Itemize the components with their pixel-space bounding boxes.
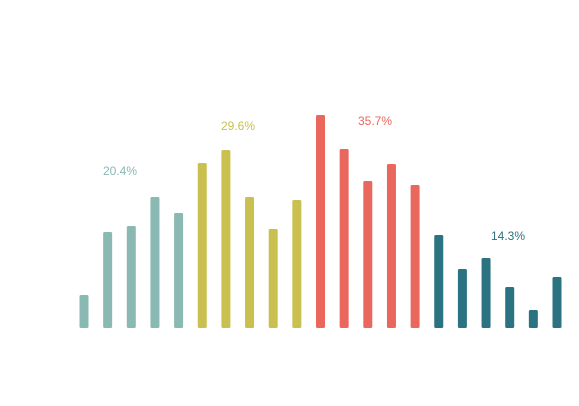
bar bbox=[268, 229, 278, 328]
bar bbox=[103, 232, 113, 328]
bar bbox=[386, 164, 396, 328]
bar bbox=[79, 295, 89, 328]
bar bbox=[174, 213, 184, 328]
bar bbox=[552, 277, 562, 328]
group-share-label: 35.7% bbox=[358, 114, 392, 128]
bar bbox=[197, 163, 207, 328]
bar bbox=[221, 150, 231, 328]
bar bbox=[339, 149, 349, 328]
group-share-label: 20.4% bbox=[103, 164, 137, 178]
bar bbox=[245, 197, 255, 328]
bar bbox=[150, 197, 160, 328]
bar bbox=[126, 226, 136, 328]
bar bbox=[316, 115, 325, 328]
bar bbox=[292, 200, 302, 328]
group-share-label: 29.6% bbox=[221, 119, 255, 133]
bar bbox=[505, 287, 515, 328]
bar bbox=[363, 181, 373, 328]
bar bbox=[457, 269, 467, 328]
bar bbox=[410, 185, 420, 328]
bar bbox=[528, 310, 538, 328]
group-share-label: 14.3% bbox=[491, 229, 525, 243]
bar bbox=[481, 258, 491, 328]
bar bbox=[434, 235, 444, 328]
